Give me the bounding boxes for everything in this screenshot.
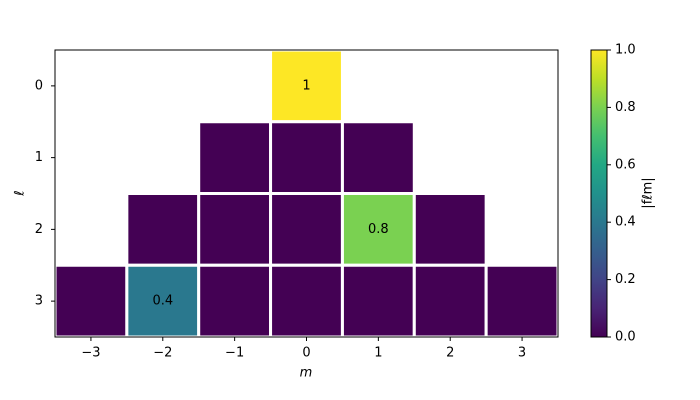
cell [340,263,416,339]
cell [197,192,273,267]
y-tick-label: 2 [35,222,43,237]
cell-label: 0.4 [152,294,173,309]
colorbar-tick-label: 0.0 [615,330,636,345]
cell [269,192,344,267]
x-tick-label: 2 [446,346,454,361]
cell [412,263,488,339]
cell [197,263,273,339]
cell [484,263,560,339]
x-tick-label: 0 [302,346,310,361]
cell [125,192,201,267]
x-tick-label: −1 [225,346,244,361]
x-tick-label: −3 [81,346,100,361]
x-axis-label: m [300,366,313,381]
cell [197,120,273,195]
colorbar-tick-label: 0.8 [615,100,636,115]
cell [269,263,344,339]
colorbar [590,49,608,338]
colorbar-label: |fℓm| [641,177,656,208]
cell [412,192,488,267]
y-tick-label: 1 [35,150,43,165]
cell [269,120,344,195]
y-axis-label: ℓ [13,190,28,196]
colorbar-tick-label: 0.4 [615,215,636,230]
y-tick-label: 3 [35,294,43,309]
x-tick-label: 1 [374,346,382,361]
y-tick-label: 0 [35,78,43,93]
cell-label: 0.8 [368,222,389,237]
cell [53,263,129,339]
colorbar-tick-label: 0.2 [615,272,636,287]
x-tick-label: 3 [518,346,526,361]
cell-label: 1 [302,78,310,93]
colorbar-tick-label: 0.6 [615,157,636,172]
x-tick-label: −2 [153,346,172,361]
cell [340,120,416,195]
colorbar-tick-label: 1.0 [615,43,636,58]
